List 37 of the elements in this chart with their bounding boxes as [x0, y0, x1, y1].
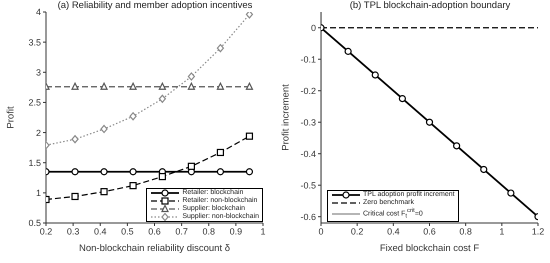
- y-tick-label: 1: [36, 188, 41, 198]
- y-tick-label: -0.5: [300, 180, 316, 190]
- y-tick-label: 3: [36, 67, 41, 78]
- x-tick-label: 0.9: [230, 226, 242, 236]
- x-tick-label: 0.8: [202, 226, 216, 236]
- y-tick-label: -0.2: [300, 86, 316, 96]
- x-axis-title: Fixed blockchain cost F: [380, 243, 480, 254]
- x-tick-label: 0.2: [350, 226, 364, 236]
- x-tick-label: 0.5: [121, 226, 134, 236]
- x-tick-label: 0.4: [94, 226, 107, 236]
- y-tick-label: 1.5: [28, 158, 41, 168]
- y-tick-label: -0.3: [300, 117, 316, 128]
- x-tick-label: 0.2: [40, 226, 52, 236]
- x-tick-label: 0.6: [423, 226, 436, 236]
- y-tick-label: -0.4: [300, 148, 316, 159]
- y-tick-label: -0.6: [300, 212, 316, 222]
- y-tick-label: 4: [36, 7, 41, 18]
- x-axis-title: Non-blockchain reliability discount δ: [78, 243, 230, 254]
- x-tick-label: 0: [318, 226, 324, 236]
- y-tick-label: 2.5: [28, 98, 41, 108]
- y-tick-label: 3.5: [28, 37, 41, 48]
- chart-title: (a) Reliability and member adoption incentives: [56, 0, 254, 11]
- y-tick-label: 2: [36, 128, 41, 138]
- y-axis-title: Profit increment: [280, 84, 292, 151]
- x-tick-label: 0.3: [66, 226, 80, 236]
- x-tick-label: 1: [499, 226, 504, 236]
- x-tick-label: 1: [260, 226, 266, 236]
- x-tick-label: 0.4: [387, 226, 400, 236]
- y-tick-label: -0.1: [300, 54, 316, 64]
- chart-title: (b) TPL blockchain-adoption boundary: [348, 0, 512, 11]
- y-tick-label: 0.5: [28, 218, 41, 228]
- x-tick-label: 0.8: [459, 226, 472, 236]
- x-tick-label: 0.7: [175, 226, 188, 236]
- y-axis-title: Profit: [5, 106, 16, 129]
- y-tick-label: 0: [310, 22, 316, 33]
- x-tick-label: 0.6: [148, 226, 161, 236]
- x-tick-label: 1.2: [532, 226, 544, 236]
